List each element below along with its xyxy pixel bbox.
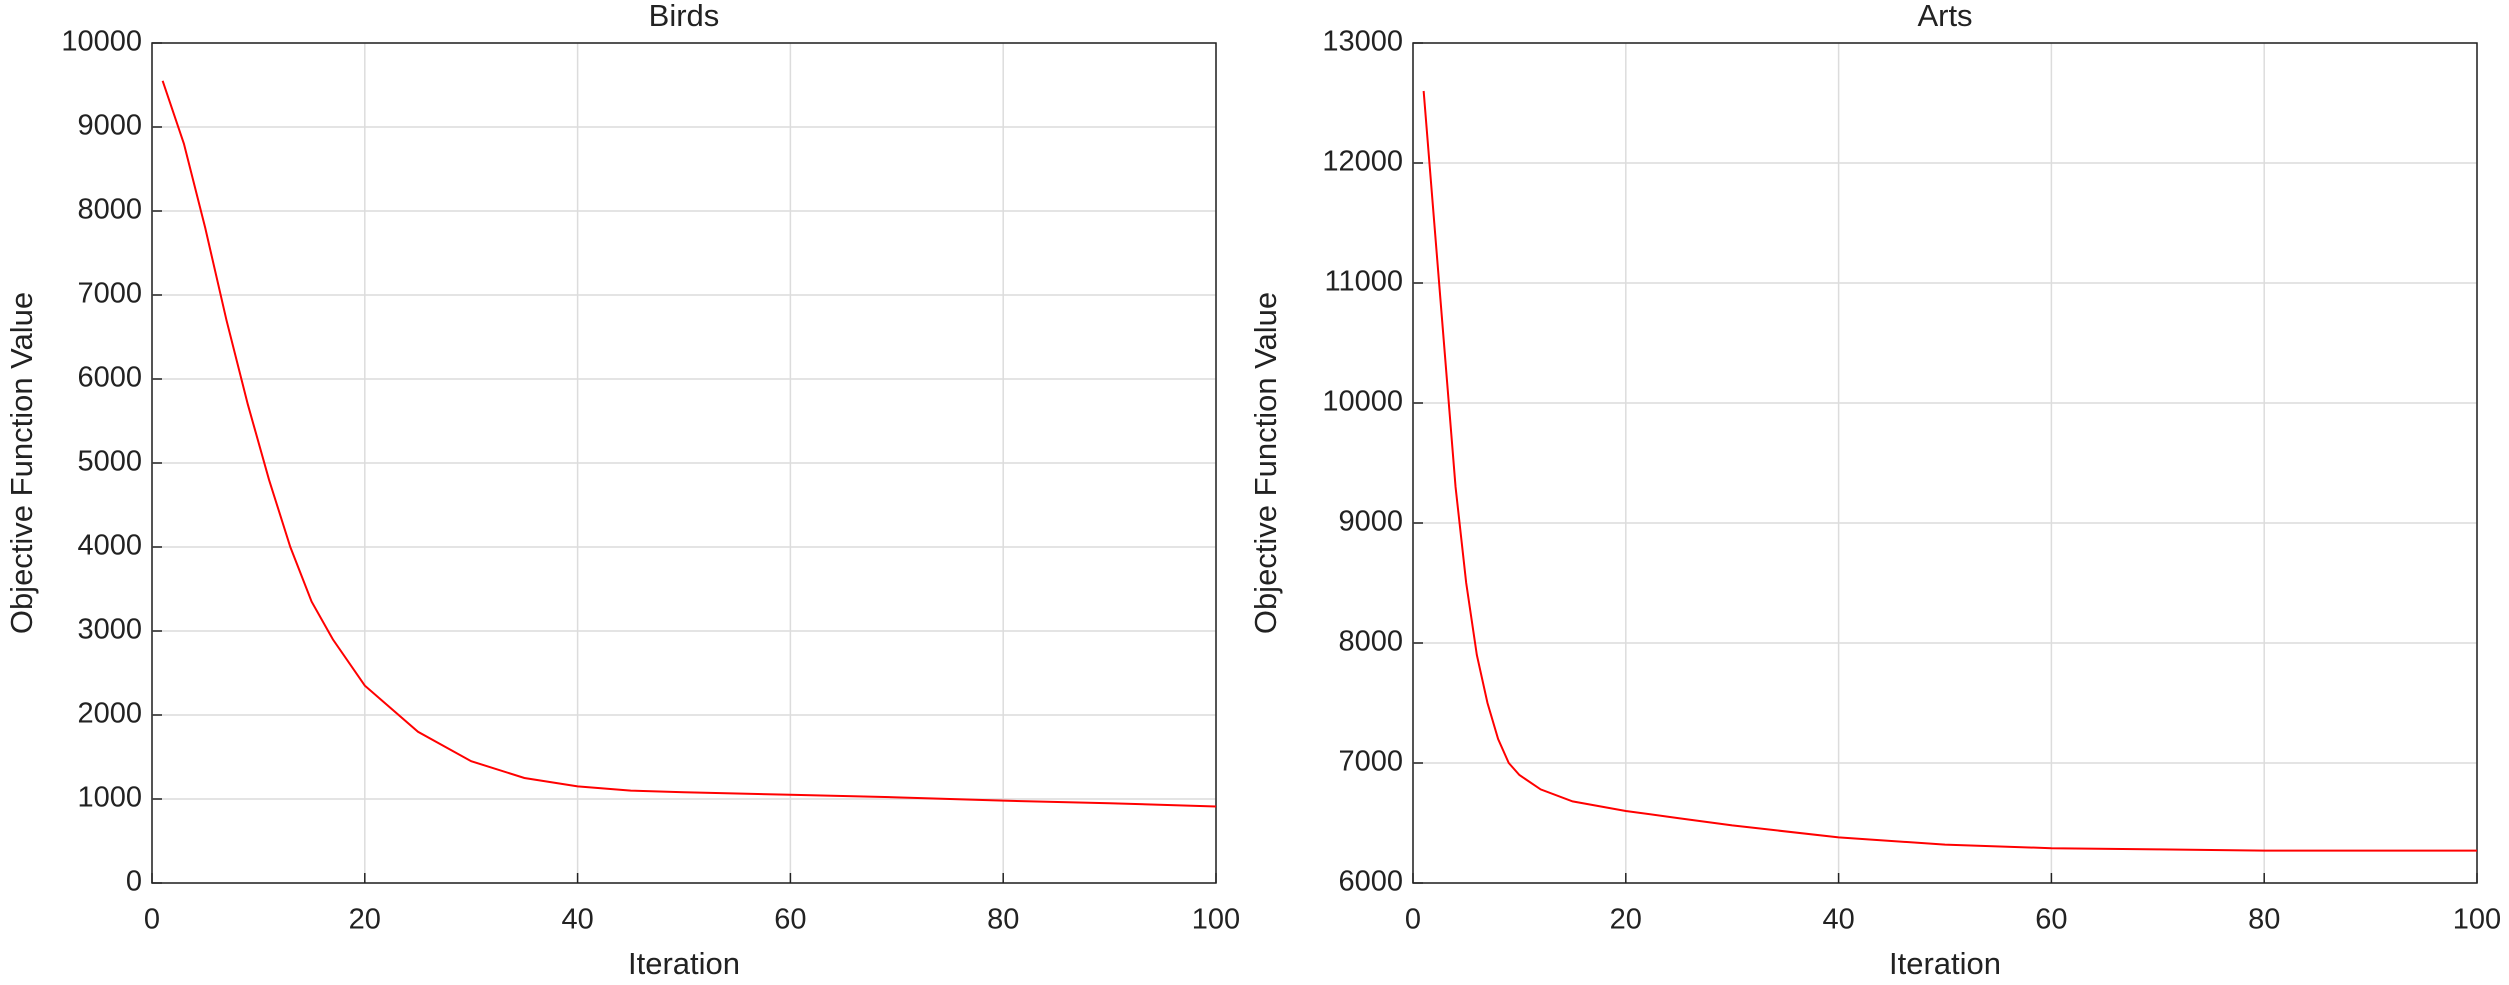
y-tick-label: 0 [126, 866, 142, 898]
axes-box [151, 42, 1217, 884]
x-tick-label: 0 [144, 904, 160, 936]
axes-box [1412, 42, 2478, 884]
y-tick-label: 7000 [1338, 746, 1403, 778]
y-tick-label: 3000 [77, 614, 142, 646]
x-tick-label: 100 [2453, 904, 2501, 936]
y-tick-label: 5000 [77, 446, 142, 478]
y-tick-label: 10000 [1322, 386, 1403, 418]
x-tick-label: 20 [1610, 904, 1642, 936]
y-tick-label: 4000 [77, 530, 142, 562]
data-line [1422, 90, 2477, 852]
chart-panel: 6000 7000 8000 9000 10000 11000 12000 13000 0 20 4… [1248, 0, 2501, 981]
x-tick-label: 60 [2035, 904, 2067, 936]
x-tick-label: 80 [987, 904, 1019, 936]
plot-area [1413, 43, 2477, 883]
data-line [161, 80, 1217, 808]
y-tick-label: 11000 [1325, 266, 1404, 298]
y-tick-label: 7000 [77, 278, 142, 310]
y-axis-label: Objective Function Value [1248, 292, 1283, 634]
chart-panel: 0100020003000400050006000700080009000100… [4, 0, 1240, 981]
x-tick-label: 60 [774, 904, 806, 936]
y-tick-label: 12000 [1322, 146, 1403, 178]
y-tick-label: 2000 [77, 698, 142, 730]
x-tick-label: 20 [349, 904, 381, 936]
y-tick-label: 8000 [77, 194, 142, 226]
x-tick-label: 0 [1405, 904, 1421, 936]
y-tick-label: 6000 [1338, 866, 1403, 898]
x-tick-label: 80 [2248, 904, 2280, 936]
y-tick-label: 13000 [1322, 26, 1403, 58]
y-tick-label: 9000 [1338, 506, 1403, 538]
x-axis-label: Iteration [1889, 946, 2001, 981]
y-axis-label: Objective Function Value [4, 292, 39, 634]
y-tick-label: 8000 [1338, 626, 1403, 658]
y-tick-label: 10000 [61, 26, 142, 58]
x-tick-label: 40 [561, 904, 593, 936]
x-tick-label: 40 [1822, 904, 1854, 936]
chart-title: Birds [649, 0, 720, 33]
x-tick-label: 100 [1192, 904, 1240, 936]
y-tick-label: 9000 [77, 110, 142, 142]
x-axis-label: Iteration [628, 946, 740, 981]
chart-title: Arts [1917, 0, 1972, 33]
y-tick-label: 6000 [77, 362, 142, 394]
y-tick-label: 1000 [77, 782, 142, 814]
